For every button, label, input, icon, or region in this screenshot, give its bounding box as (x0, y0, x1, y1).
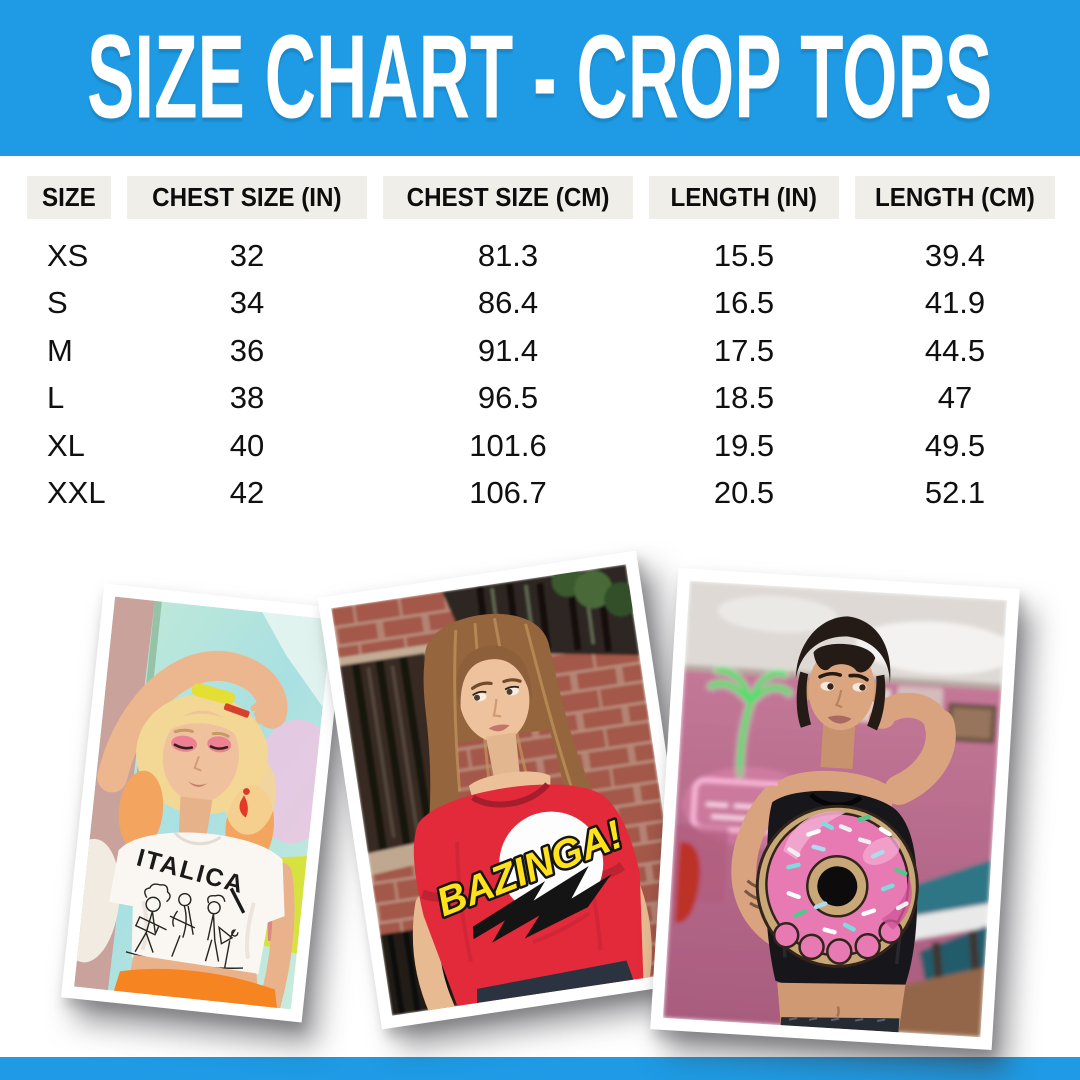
table-cell: 38 (229, 380, 265, 416)
photo-bazinga-scene: BAZINGA! (331, 564, 687, 1016)
greenery (551, 565, 639, 617)
black-crop-top (755, 790, 919, 992)
table-cell: 17.5 (713, 332, 775, 368)
product-photos: ITALICA (0, 547, 1080, 1080)
column-header-length-cm: LENGTH (CM) (855, 176, 1055, 219)
midriff-and-skirt (113, 954, 277, 1008)
neon-palm-sign (705, 665, 795, 780)
table-body: XS 32 81.3 15.5 39.4 S 34 86.4 16.5 41.9… (27, 232, 1055, 517)
table-cell: 15.5 (713, 237, 775, 273)
footer-bar (0, 1057, 1080, 1080)
page-title: SIZE CHART - CROP TOPS (87, 11, 993, 144)
table-cell: 49.5 (924, 427, 986, 463)
table-cell: M (47, 332, 73, 368)
white-crop-top: ITALICA (109, 831, 285, 983)
photo-black-donut-crop-top (650, 567, 1020, 1051)
table-cell: 41.9 (924, 285, 986, 321)
table-cell: 96.5 (477, 380, 539, 416)
orange-skirt (113, 968, 277, 1008)
table-cell: XL (47, 427, 85, 463)
table-cell: 81.3 (477, 237, 539, 273)
photo-italica-scene: ITALICA (74, 596, 332, 1010)
table-cell: 19.5 (713, 427, 775, 463)
table-cell: 86.4 (477, 285, 539, 321)
table-cell: 91.4 (477, 332, 539, 368)
table-cell: 47 (937, 380, 973, 416)
table-cell: S (47, 285, 68, 321)
yellow-hair-clip (191, 683, 235, 705)
table-cell: 39.4 (924, 237, 986, 273)
red-earring (243, 788, 250, 795)
photo-donut-scene (662, 580, 1008, 1038)
column-header-size: SIZE (27, 176, 111, 219)
table-cell: 20.5 (713, 475, 775, 511)
red-hair-clip (223, 703, 250, 718)
photo-white-italica-crop-top: ITALICA (60, 583, 346, 1023)
red-crop-top: BAZINGA! (413, 782, 644, 1007)
table-cell: 34 (229, 285, 265, 321)
midriff-and-waistband (777, 982, 906, 1033)
header-banner: SIZE CHART - CROP TOPS (0, 0, 1080, 156)
column-header-chest-cm: CHEST SIZE (CM) (383, 176, 633, 219)
column-header-chest-in: CHEST SIZE (IN) (127, 176, 367, 219)
table-cell: 52.1 (924, 475, 986, 511)
table-cell: XXL (47, 475, 106, 511)
table-cell: 40 (229, 427, 265, 463)
table-cell: 16.5 (713, 285, 775, 321)
table-cell: L (47, 380, 65, 416)
table-cell: 18.5 (713, 380, 775, 416)
table-cell: 44.5 (924, 332, 986, 368)
table-cell: 42 (229, 475, 265, 511)
sprinkles (786, 814, 909, 935)
table-header-row: SIZE CHEST SIZE (IN) CHEST SIZE (CM) LEN… (27, 176, 1055, 219)
photo-red-bazinga-crop-top: BAZINGA! (317, 550, 701, 1030)
table-cell: 106.7 (469, 475, 547, 511)
table-cell: 32 (229, 237, 265, 273)
donut-graphic (755, 804, 919, 968)
jeans (477, 960, 634, 1004)
column-header-length-in: LENGTH (IN) (649, 176, 839, 219)
table-cell: XS (47, 237, 89, 273)
size-table: SIZE CHEST SIZE (IN) CHEST SIZE (CM) LEN… (27, 176, 1055, 517)
table-cell: 36 (229, 332, 265, 368)
table-cell: 101.6 (469, 427, 547, 463)
